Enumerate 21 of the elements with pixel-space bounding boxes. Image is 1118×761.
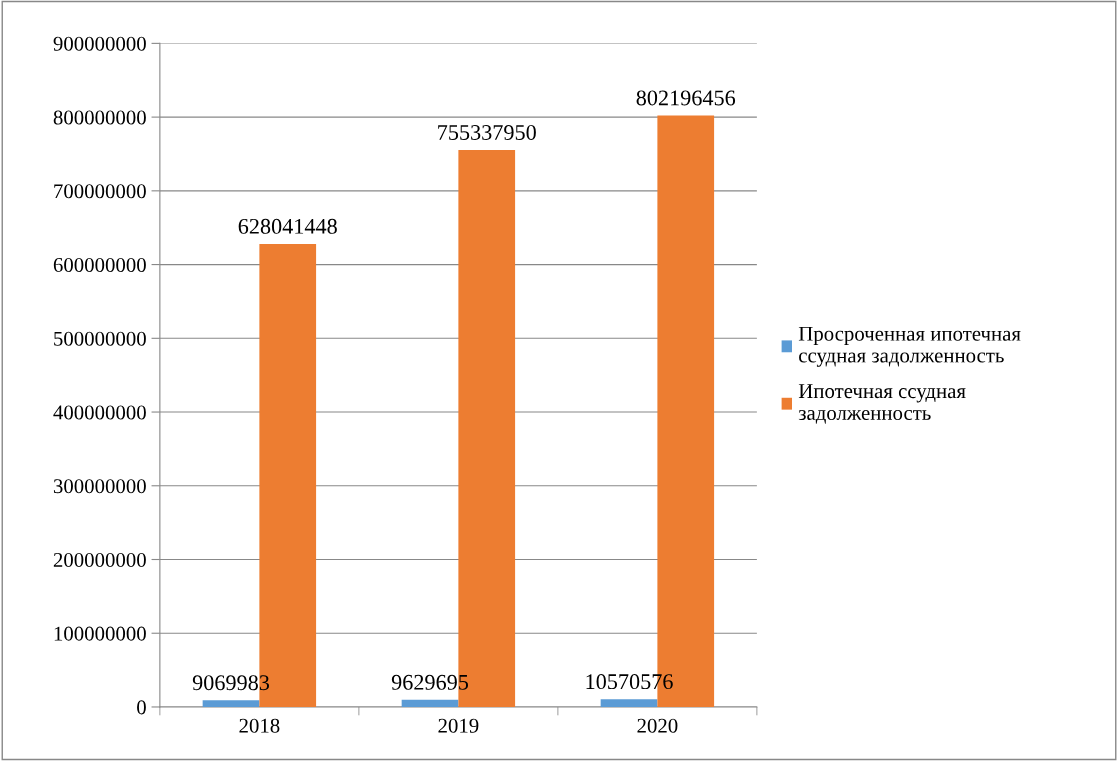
data-label: 755337950 <box>438 124 536 140</box>
y-tick-label: 700000000 <box>54 184 146 199</box>
y-tick-label: 600000000 <box>53 257 146 273</box>
x-tick-label: 2018 <box>239 718 280 733</box>
y-tick-label: 100000000 <box>54 626 146 641</box>
y-tick-label: 200000000 <box>53 552 146 567</box>
bar <box>401 699 459 707</box>
y-tick-label: 500000000 <box>54 331 146 346</box>
y-tick-label: 0 <box>137 700 146 715</box>
y-tick-label: 300000000 <box>53 479 146 494</box>
y-tick-label: 800000000 <box>53 110 146 125</box>
data-label: 802196456 <box>636 90 736 106</box>
bar <box>600 699 658 707</box>
x-tick-label: 2020 <box>637 718 678 733</box>
bar <box>202 700 260 707</box>
y-tick-label: 400000000 <box>53 405 146 420</box>
legend-label: Ипотечная ссудная задолженность <box>798 384 966 424</box>
legend-label: Просроченная ипотечная ссудная задолженность <box>798 326 1021 367</box>
x-tick-label: 2019 <box>438 718 479 733</box>
data-label: 628041448 <box>238 218 337 234</box>
y-tick-label: 900000000 <box>53 36 146 51</box>
